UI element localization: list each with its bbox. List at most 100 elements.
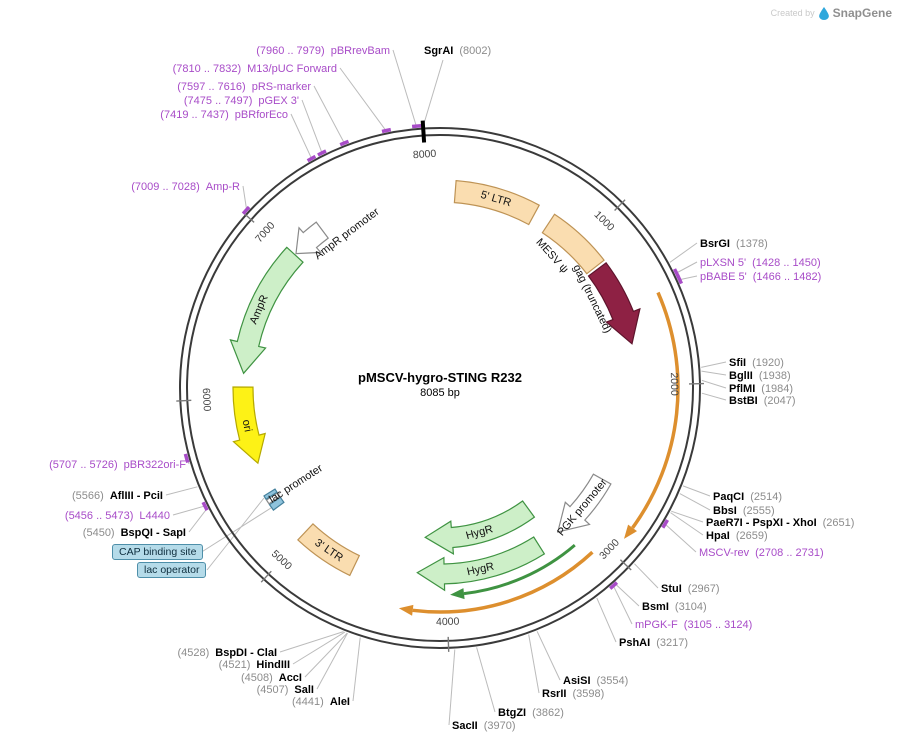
leader-SgrAI [422,59,444,127]
site-label-BglII: BglII (1938) [729,370,791,382]
primer-mark-pBRrevBam [411,123,422,129]
site-label-pBRrevBam: (7960 .. 7979) pBRrevBam [256,45,390,57]
plasmid-title-block: pMSCV-hygro-STING R232 8085 bp [240,370,640,399]
cap-binding-site-label: CAP binding site [112,544,204,560]
leader-PaeR7I-PspXI-XhoI [671,510,704,523]
plasmid-backbone-outer [179,127,701,649]
tick-5000 [260,570,272,583]
site-label-SfiI: SfiI (1920) [729,357,784,369]
leader-pBRforEco [290,113,313,160]
primer-mark-MSCV-rev [661,519,670,529]
backbone [179,127,701,649]
leader-mPGK-F [612,584,633,625]
leader-MSCV-rev [663,523,697,553]
site-label-PaeR7I-PspXI-XhoI: PaeR7I - PspXI - XhoI (2651) [706,517,854,529]
feature-mesv [541,213,605,275]
feature-label-ori: ori [240,419,254,433]
tick-label-7000: 7000 [253,220,278,246]
leader-BspQI-SapI [188,507,208,533]
site-label-HpaI: HpaI (2659) [706,530,768,542]
leader-AleI [352,637,361,702]
primer-mark-pBR322ori-F [183,453,190,463]
feature-ori [232,386,267,465]
plasmid-backbone-inner [186,134,694,642]
leader-pRS-marker [313,85,346,145]
site-label-BspDI-ClaI: (4528) BspDI - ClaI [177,647,277,659]
site-labels: SgrAI (8002) (7960 .. 7979) pBRrevBam (7810 … [49,45,854,732]
feature-ltr5 [453,179,541,226]
site-label-BsrGI: BsrGI (1378) [700,238,768,250]
tick-label-2000: 2000 [668,372,680,396]
leader-BsmI [614,582,640,607]
feature-hygr-line-arrowhead [450,588,465,600]
leader-AsiSI [536,631,561,681]
site-label-AsiSI: AsiSI (3554) [563,675,628,687]
tick-3000 [619,559,632,571]
leader-StuI [634,563,659,589]
plasmid-name: pMSCV-hygro-STING R232 [358,370,522,385]
site-label-pGEX-3: (7475 .. 7497) pGEX 3' [184,95,299,107]
site-label-BstBI: BstBI (2047) [729,395,796,407]
leader-BbsI [679,493,711,511]
feature-lacp [265,492,281,505]
site-label-BspQI-SapI: (5450) BspQI - SapI [83,527,186,539]
feature-gag [587,261,641,345]
tick-4000 [447,636,450,652]
site-label-AflIII-PciI: (5566) AflIII - PciI [72,490,163,502]
site-label-BsmI: BsmI (3104) [642,601,707,613]
tick-label-6000: 6000 [200,388,213,412]
tick-label-3000: 3000 [597,537,622,562]
tick-label-1000: 1000 [592,209,617,234]
site-label-HindIII: (4521) HindIII [219,659,290,671]
site-label-BbsI: BbsI (2555) [713,505,775,517]
feature-label-lacp: lac promoter [267,462,325,506]
leader-pGEX-3 [301,99,323,155]
leader-AflIII-PciI [165,486,198,496]
leader-lac-operator [206,497,265,571]
site-label-PshAI: PshAI (3217) [619,637,688,649]
leader-BtgZI [476,647,496,713]
site-label-mPGK-F: mPGK-F (3105 .. 3124) [635,619,752,631]
leader-BstBI [701,392,727,401]
sgrai-site-tick [420,120,427,143]
leader-SfiI [701,361,727,368]
tick-label-4000: 4000 [436,616,460,629]
leader-AccI [304,632,348,678]
tick-1000 [614,199,626,211]
feature-cassette [412,550,594,614]
plasmid-size: 8085 bp [420,387,460,399]
leader-pBRrevBam [392,49,418,128]
watermark: Created by SnapGene [771,6,892,20]
feature-sting-arrowhead [624,524,637,539]
feature-hygr-line [463,543,576,596]
feature-laco [263,488,278,501]
feature-ltr3 [297,523,361,577]
primer-mark-M13-pUC-Forward [381,127,392,134]
feature-label-hygr-b: HygR [466,561,496,579]
primer-mark-pGEX-3 [317,149,327,157]
tick-label-8000: 8000 [413,148,437,162]
tick-label-5000: 5000 [269,548,294,573]
leader-BspDI-ClaI [279,631,344,653]
leader-HpaI [670,512,704,536]
leader-PflMI [701,379,727,389]
site-label-PflMI: PflMI (1984) [729,383,793,395]
feature-ampr-prom [295,221,330,255]
site-label-pBABE-5: pBABE 5' (1466 .. 1482) [700,271,821,283]
site-label-AleI: (4441) AleI [292,696,350,708]
feature-hygr-a [424,500,536,556]
primer-mark-pBABE-5 [676,274,684,285]
leader-M13-pUC-Forward [339,67,388,132]
lac-operator-label: lac operator [137,562,207,578]
feature-cassette-arrowhead [398,604,414,616]
site-label-SacII: SacII (3970) [452,720,515,732]
leader-RsrII [528,634,540,694]
primer-mark-pRS-marker [339,139,350,147]
site-label-RsrII: RsrII (3598) [542,688,604,700]
leader-PshAI [596,597,617,643]
feature-sting [631,291,680,529]
site-label-pBRforEco: (7419 .. 7437) pBRforEco [160,109,288,121]
leader-SalI [316,632,348,690]
